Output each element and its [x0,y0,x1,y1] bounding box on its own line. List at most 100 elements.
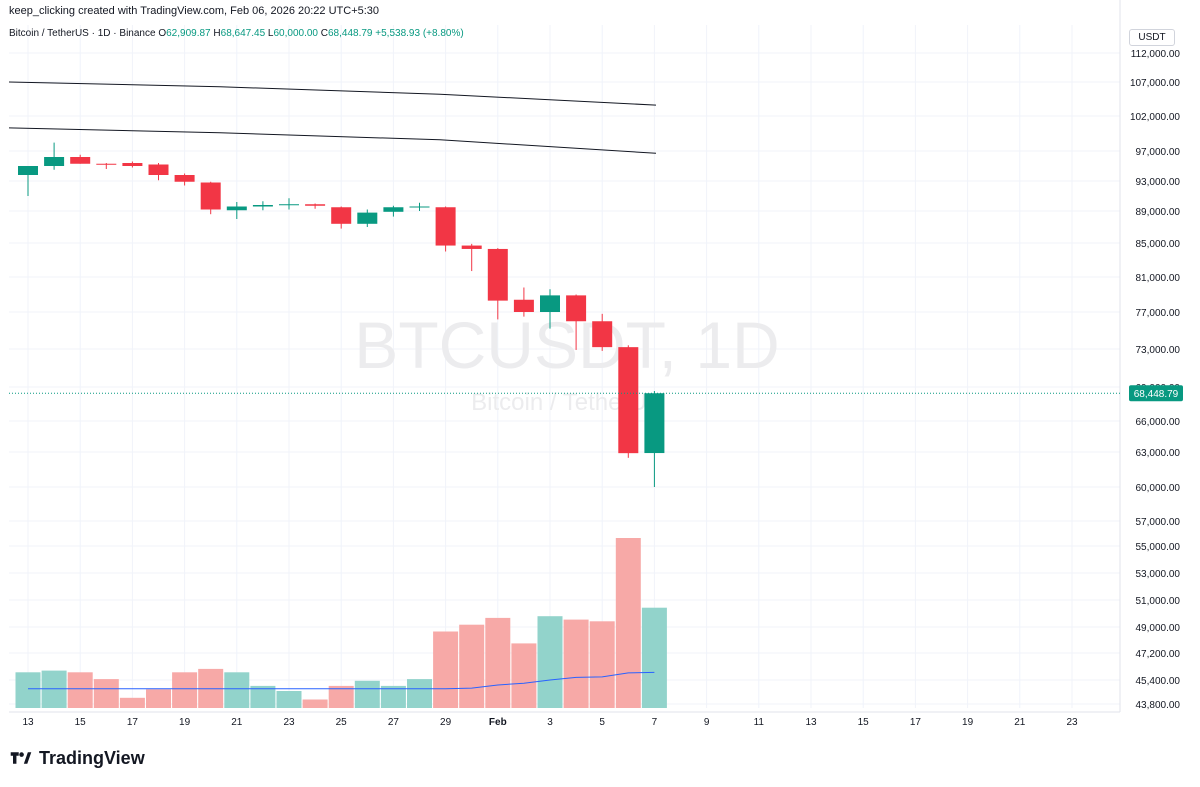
volume-bar [146,689,171,708]
volume-bar [511,643,537,708]
volume-bar [93,679,119,708]
time-tick-label: 17 [127,717,139,728]
chart-credit: keep_clicking created with TradingView.c… [9,5,380,17]
candle-body [513,299,534,312]
price-tick-label: 53,000.00 [1136,569,1181,580]
volume-bar [459,624,485,708]
candle-body [409,206,430,208]
last-price-tag [1129,385,1183,402]
volume-bar [41,670,67,708]
candle-body [592,321,613,348]
price-tick-label: 81,000.00 [1136,273,1181,284]
symbol-legend: Bitcoin / TetherUS · 1D · Binance O62,90… [9,28,464,39]
time-tick-label: 7 [652,717,658,728]
volume-bar [433,631,459,708]
price-tick-label: 63,000.00 [1136,448,1181,459]
time-tick-label: 15 [75,717,87,728]
price-tick-label: 85,000.00 [1136,239,1181,250]
price-tick-label: 57,000.00 [1136,517,1181,528]
price-tick-label: 47,200.00 [1136,649,1181,660]
time-tick-label: 27 [388,717,400,728]
candle-body [435,207,456,246]
volume-bar [354,680,380,708]
time-tick-label: 25 [336,717,348,728]
moving-average-upper [8,81,657,106]
price-tick-label: 112,000.00 [1131,49,1181,60]
last-price-label: 68,448.79 [1134,389,1179,400]
time-tick-label: 19 [179,717,191,728]
time-tick-label: 13 [805,717,817,728]
candle-body [357,212,378,224]
time-tick-label: 29 [440,717,452,728]
close-label: C [320,28,328,39]
price-tick-label: 77,000.00 [1136,308,1181,319]
volume-bar [380,685,406,708]
time-tick-label: 23 [1066,717,1078,728]
candle-body [174,175,195,182]
price-tick-label: 93,000.00 [1136,177,1181,188]
tradingview-brand: TradingView [39,747,145,768]
candle-body [18,166,38,175]
volume-bar [172,672,198,708]
moving-average-lower [8,127,657,154]
low-value: 60,000.00 [273,28,318,39]
price-tick-label: 49,000.00 [1136,623,1181,634]
volume-bar [563,619,589,708]
volume-bar [15,672,41,708]
tradingview-logo[interactable]: TradingView [9,747,145,769]
time-tick-label: 3 [547,717,553,728]
candle-body [383,207,404,212]
price-tick-label: 60,000.00 [1136,483,1181,494]
candle-body [148,164,169,175]
close-value: 68,448.79 [328,28,373,39]
time-tick-label: 17 [910,717,922,728]
volume-bar [224,672,250,708]
candle-body [252,205,273,207]
price-tick-label: 45,400.00 [1136,676,1181,687]
open-label: O [158,28,167,39]
time-tick-label: 15 [858,717,870,728]
candle-body [200,182,221,210]
volume-bar [250,685,276,708]
change-value: +5,538.93 (+8.80%) [375,28,464,39]
candle-body [540,295,560,312]
time-tick-label: 13 [22,717,34,728]
time-tick-label: 21 [1014,717,1026,728]
time-tick-label: 23 [283,717,295,728]
time-tick-label: Feb [489,717,507,728]
currency-button[interactable]: USDT [1129,29,1175,46]
volume-bar [615,538,641,708]
volume-bar [589,621,615,708]
tradingview-logo-icon [10,752,32,764]
time-tick-label: 21 [231,717,243,728]
candle-body [644,393,665,454]
time-tick-label: 5 [599,717,605,728]
price-tick-label: 102,000.00 [1130,112,1180,123]
price-tick-label: 73,000.00 [1136,345,1181,356]
candle-body [305,204,326,206]
time-tick-label: 9 [704,717,710,728]
volume-bar [328,685,354,708]
volume-bar [67,672,93,708]
volume-ma-line [28,671,655,690]
volume-bar [485,617,511,708]
candle-body [618,347,639,454]
candle-body [96,163,117,165]
candle-body [461,245,482,249]
volume-bar [276,691,302,708]
candle-body [70,157,91,164]
volume-bar [537,616,563,708]
candle-body [487,248,508,301]
symbol-name[interactable]: Bitcoin / TetherUS · 1D · Binance [9,28,156,39]
candle-body [279,204,299,206]
price-tick-label: 51,000.00 [1136,596,1181,607]
price-tick-label: 43,800.00 [1136,700,1181,711]
price-tick-label: 89,000.00 [1136,207,1181,218]
open-value: 62,909.87 [166,28,211,39]
candle-body [331,207,352,224]
price-tick-label: 66,000.00 [1136,417,1181,428]
volume-bar [302,699,328,708]
high-label: H [213,28,221,39]
